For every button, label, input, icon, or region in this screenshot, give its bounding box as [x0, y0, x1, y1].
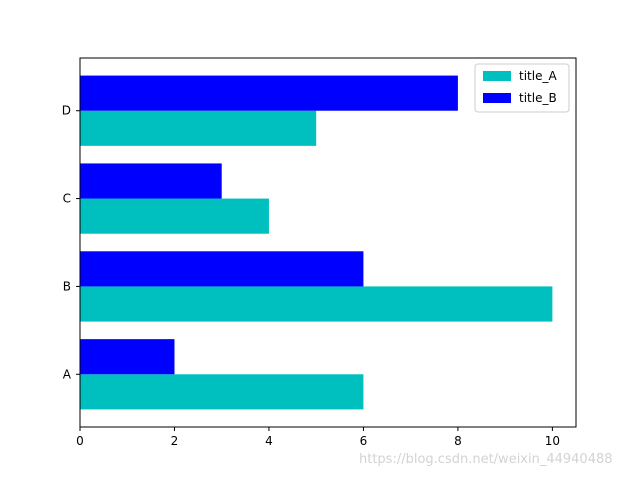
bars-layer: [80, 75, 553, 410]
legend-swatch-title_A: [483, 71, 511, 81]
bar-title_B-A: [80, 339, 175, 375]
axes-layer: 0 2 4 6 8 10 A B C D: [62, 104, 560, 448]
legend-swatch-title_B: [483, 93, 511, 103]
y-tick-label: C: [63, 192, 71, 206]
legend: title_A title_B: [474, 63, 570, 113]
bar-title_B-B: [80, 251, 364, 287]
watermark-text: https://blog.csdn.net/weixin_44940488: [359, 452, 613, 467]
bar-title_A-D: [80, 110, 317, 146]
plot-frame: [79, 57, 577, 428]
bar-title_B-C: [80, 163, 222, 199]
x-tick-label: 10: [545, 434, 560, 448]
x-tick-label: 0: [76, 434, 84, 448]
x-tick-label: 4: [265, 434, 273, 448]
y-tick-label: D: [62, 104, 71, 118]
bar-title_A-C: [80, 198, 269, 234]
y-tick-label: A: [63, 367, 72, 381]
x-tick-label: 8: [454, 434, 462, 448]
x-tick-label: 2: [171, 434, 179, 448]
y-tick-label: B: [63, 279, 71, 293]
legend-label-title_B: title_B: [519, 91, 557, 105]
bar-title_B-D: [80, 75, 458, 111]
legend-label-title_A: title_A: [519, 69, 557, 83]
x-tick-label: 6: [360, 434, 368, 448]
bar-title_A-B: [80, 286, 553, 322]
bar-title_A-A: [80, 374, 364, 410]
